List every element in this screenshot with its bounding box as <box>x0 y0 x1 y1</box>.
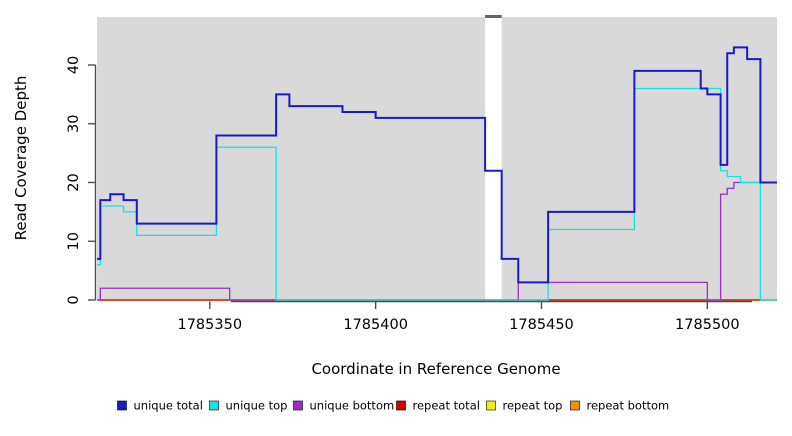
legend-swatch <box>293 400 303 411</box>
y-axis-label: Read Coverage Depth <box>12 76 30 241</box>
legend-label: repeat total <box>413 399 480 413</box>
y-tick-label: 30 <box>66 115 82 133</box>
legend-label: unique bottom <box>310 399 395 413</box>
x-tick-label: 1785400 <box>343 317 408 333</box>
y-axis-ticks <box>88 64 96 301</box>
legend-item-unique-bottom[interactable]: unique bottom <box>293 399 395 413</box>
y-tick-label: 20 <box>66 173 82 191</box>
series-group <box>97 46 777 301</box>
plot-panel-background-right <box>501 17 777 301</box>
x-tick-label: 1785450 <box>509 317 574 333</box>
legend-swatch <box>209 400 219 411</box>
y-axis-tick-labels: 0 10 20 30 40 <box>66 56 82 305</box>
y-axis: 0 10 20 30 40 <box>66 56 97 305</box>
y-tick-label: 0 <box>66 295 82 304</box>
series-line-unique-total <box>97 46 777 284</box>
legend-swatch <box>486 400 496 411</box>
x-axis-label: Coordinate in Reference Genome <box>311 360 560 378</box>
y-tick-label: 40 <box>66 56 82 74</box>
legend-label: unique top <box>226 399 288 413</box>
legend-item-repeat-total[interactable]: repeat total <box>396 399 480 413</box>
legend-label: unique total <box>134 399 203 413</box>
x-tick-label: 1785500 <box>675 317 740 333</box>
x-axis-ticks <box>209 301 709 309</box>
x-axis-tick-labels: 1785350 1785400 1785450 1785500 <box>177 317 739 333</box>
legend-item-unique-total[interactable]: unique total <box>117 399 203 413</box>
legend-item-repeat-top[interactable]: repeat top <box>486 399 563 413</box>
legend-swatch <box>570 400 580 411</box>
plot-panel-background-left <box>97 17 486 301</box>
chart-legend: unique total unique top unique bottom repea… <box>117 399 670 413</box>
legend-item-unique-top[interactable]: unique top <box>209 399 288 413</box>
y-tick-label: 10 <box>66 232 82 250</box>
series-line-unique-bottom <box>97 181 777 301</box>
legend-label: repeat top <box>503 399 563 413</box>
legend-label: repeat bottom <box>587 399 670 413</box>
legend-swatch <box>117 400 127 411</box>
gap-break-marker <box>485 15 502 18</box>
legend-swatch <box>396 400 406 411</box>
series-line-unique-top <box>97 87 777 301</box>
x-tick-label: 1785350 <box>177 317 242 333</box>
legend-item-repeat-bottom[interactable]: repeat bottom <box>570 399 670 413</box>
x-axis: 1785350 1785400 1785450 1785500 <box>177 300 752 333</box>
